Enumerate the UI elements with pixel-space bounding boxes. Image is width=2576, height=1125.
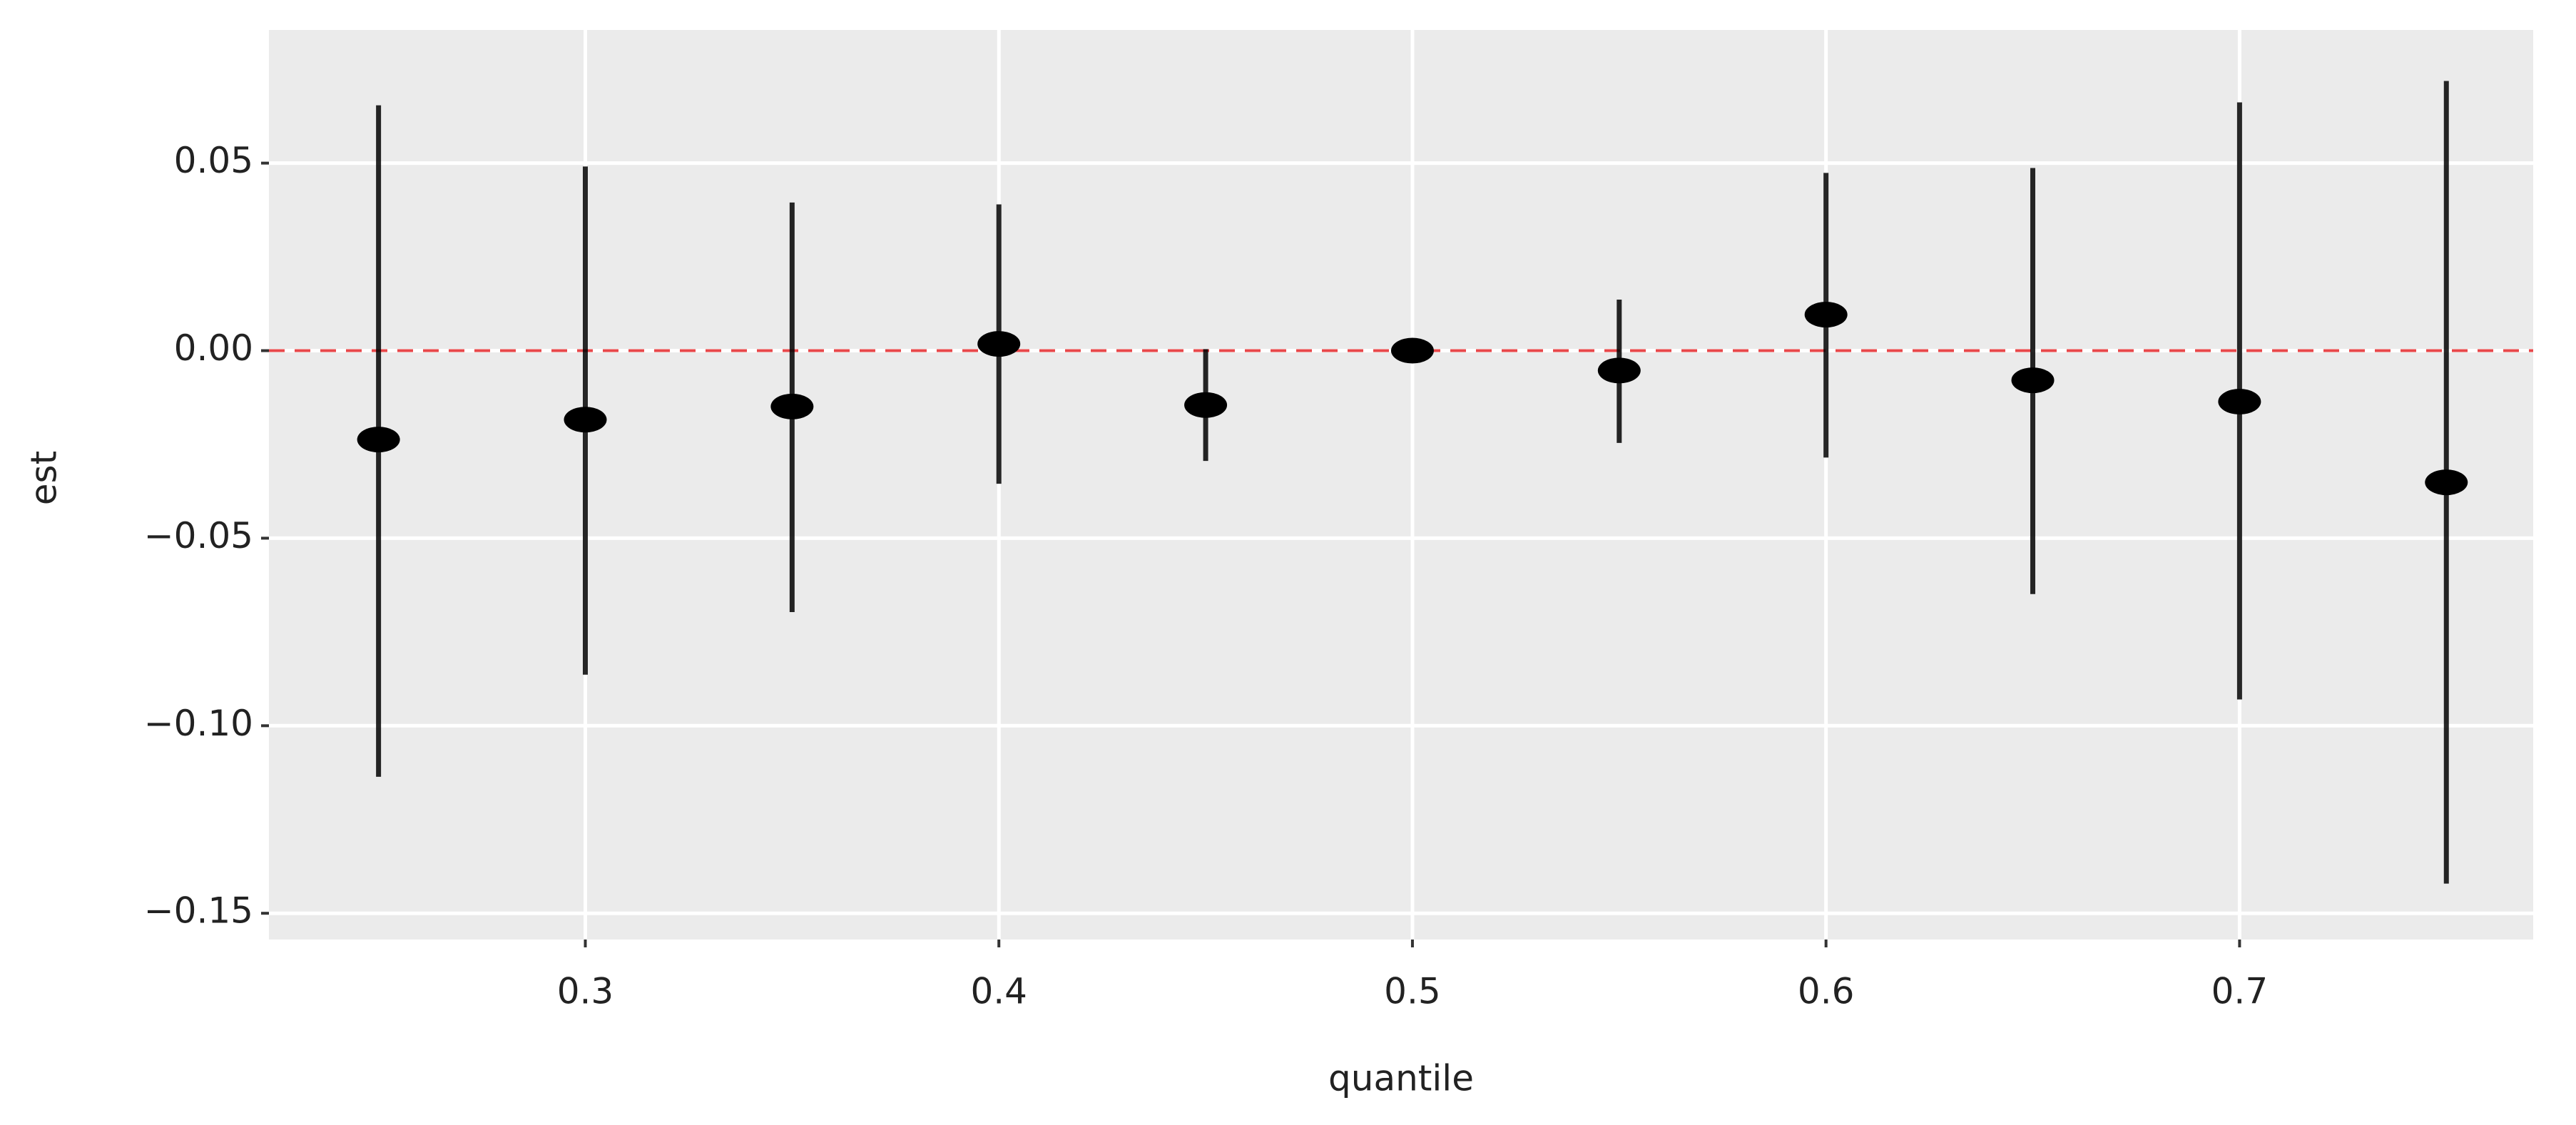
point — [1184, 392, 1228, 418]
y-tick-label: 0.05 — [174, 140, 253, 181]
point — [1597, 357, 1641, 384]
point — [2218, 389, 2261, 415]
y-tick-label: 0.00 — [174, 327, 253, 369]
point — [977, 331, 1021, 357]
point — [357, 427, 400, 453]
point — [564, 407, 607, 433]
x-tick-label: 0.6 — [1798, 971, 1855, 1012]
y-axis-title: est — [24, 451, 65, 505]
x-axis-title: quantile — [1328, 1058, 1474, 1099]
x-tick-label: 0.7 — [2211, 971, 2269, 1012]
y-tick-label: −0.05 — [144, 515, 253, 556]
y-tick-label: −0.10 — [144, 703, 253, 744]
y-tick-label: −0.15 — [144, 890, 253, 932]
point — [1804, 302, 1848, 328]
x-tick-label: 0.5 — [1384, 971, 1441, 1012]
point — [2425, 469, 2468, 496]
point — [1390, 337, 1434, 364]
x-tick-label: 0.3 — [557, 971, 614, 1012]
point — [2011, 367, 2055, 394]
x-tick-label: 0.4 — [970, 971, 1027, 1012]
point — [770, 393, 814, 419]
panel — [269, 30, 2533, 940]
